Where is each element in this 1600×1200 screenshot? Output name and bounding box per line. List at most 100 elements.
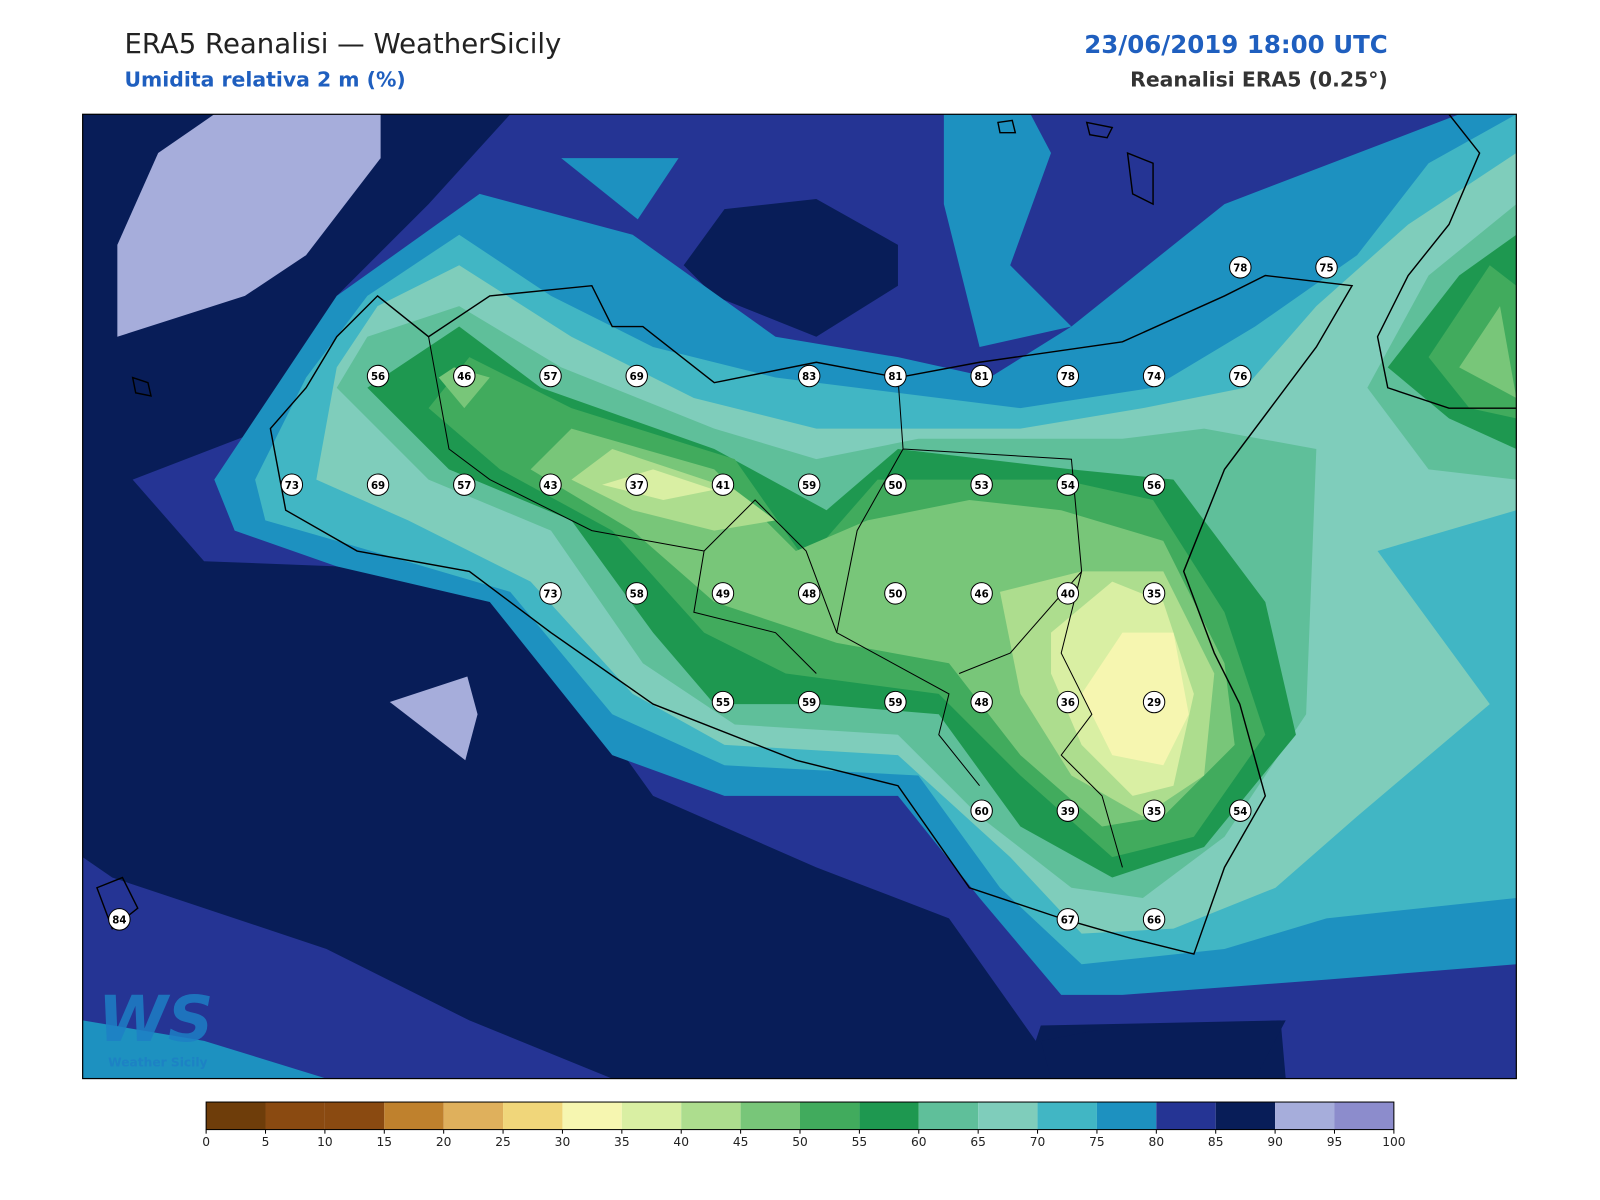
station-value: 75 bbox=[1319, 263, 1333, 274]
station-value: 83 bbox=[802, 372, 816, 383]
colorbar-tick-label: 40 bbox=[673, 1135, 689, 1149]
station-marker bbox=[1056, 473, 1080, 496]
station-value: 67 bbox=[1061, 915, 1075, 926]
station-value: 36 bbox=[1061, 698, 1075, 709]
colorbar-swatch bbox=[859, 1102, 919, 1130]
colorbar-swatch bbox=[1215, 1102, 1276, 1130]
contour-band bbox=[1081, 632, 1189, 766]
colorbar-swatch bbox=[681, 1102, 741, 1130]
station-marker bbox=[453, 364, 476, 388]
calabria-coast bbox=[1376, 114, 1517, 409]
contour-band bbox=[389, 676, 478, 761]
colorbar-swatch bbox=[503, 1102, 563, 1130]
colorbar-tick-label: 60 bbox=[911, 1135, 927, 1149]
colorbar-swatch bbox=[740, 1102, 800, 1130]
station-marker bbox=[1229, 256, 1252, 279]
station-value: 84 bbox=[112, 915, 126, 926]
station-marker bbox=[625, 364, 648, 388]
station-marker bbox=[1056, 582, 1080, 605]
station-marker bbox=[797, 582, 821, 605]
station-marker bbox=[1229, 799, 1252, 822]
station-marker bbox=[625, 473, 648, 496]
station-marker bbox=[1142, 364, 1166, 388]
colorbar-tick-label: 80 bbox=[1149, 1135, 1165, 1149]
colorbar-swatch bbox=[800, 1102, 860, 1130]
station-marker bbox=[970, 690, 993, 714]
station-value: 56 bbox=[371, 372, 385, 383]
logo-name: Weather Sicily bbox=[108, 1055, 207, 1069]
station-value: 55 bbox=[716, 698, 730, 709]
colorbar-tick-label: 30 bbox=[555, 1135, 571, 1149]
station-value: 58 bbox=[630, 589, 644, 600]
station-value: 76 bbox=[1233, 372, 1247, 383]
station-value: 78 bbox=[1233, 263, 1247, 274]
colorbar-swatch bbox=[621, 1102, 682, 1130]
station-value: 41 bbox=[716, 481, 730, 492]
contour-band bbox=[1040, 1020, 1286, 1079]
contour-band bbox=[82, 857, 613, 1079]
station-marker bbox=[711, 473, 735, 496]
station-marker bbox=[970, 582, 993, 605]
station-value: 35 bbox=[1147, 589, 1161, 600]
coastline bbox=[96, 114, 1517, 955]
colorbar-swatch bbox=[978, 1102, 1038, 1130]
colorbar-swatch bbox=[384, 1102, 444, 1130]
colorbar-swatch bbox=[206, 1102, 266, 1130]
interior-borders bbox=[428, 336, 1123, 868]
station-marker bbox=[1056, 799, 1080, 822]
colorbar-swatch bbox=[1156, 1102, 1216, 1130]
station-marker bbox=[1056, 908, 1080, 931]
colorbar-tick-label: 35 bbox=[614, 1135, 630, 1149]
station-marker bbox=[884, 690, 907, 714]
colorbar-tick-label: 65 bbox=[970, 1135, 986, 1149]
station-marker bbox=[970, 364, 993, 388]
station-value: 59 bbox=[802, 481, 816, 492]
station-value: 46 bbox=[975, 589, 989, 600]
colorbar-tick-label: 55 bbox=[852, 1135, 868, 1149]
station-marker bbox=[1142, 473, 1166, 496]
station-value: 78 bbox=[1061, 372, 1075, 383]
colorbar-swatch bbox=[1275, 1102, 1335, 1130]
contour-band bbox=[438, 367, 490, 409]
station-marker bbox=[797, 364, 821, 388]
colorbar-tick-label: 5 bbox=[262, 1135, 270, 1149]
colorbar-tick-label: 25 bbox=[495, 1135, 511, 1149]
station-value: 54 bbox=[1061, 481, 1075, 492]
station-marker bbox=[797, 473, 821, 496]
colorbar-tick-label: 50 bbox=[792, 1135, 808, 1149]
station-value: 37 bbox=[630, 481, 644, 492]
colorbar-swatch bbox=[562, 1102, 622, 1130]
station-value: 43 bbox=[543, 481, 557, 492]
station-marker bbox=[970, 473, 993, 496]
station-value: 59 bbox=[802, 698, 816, 709]
contour-band bbox=[561, 158, 679, 220]
station-value: 56 bbox=[1147, 481, 1161, 492]
station-marker bbox=[1315, 256, 1338, 279]
colorbar: 0 5 10 15 20 25 30 35 40 45 50 55 60 65 70 75 80 85 90 95 10… bbox=[202, 1101, 1406, 1149]
station-value: 46 bbox=[457, 372, 471, 383]
station-marker bbox=[539, 364, 562, 388]
logo-mark: WS bbox=[98, 982, 213, 1056]
station-value: 81 bbox=[975, 372, 989, 383]
contour-band bbox=[683, 198, 898, 337]
station-marker bbox=[625, 582, 648, 605]
station-marker bbox=[280, 473, 304, 496]
station-marker bbox=[366, 364, 390, 388]
station-value: 57 bbox=[457, 481, 471, 492]
station-marker bbox=[797, 690, 821, 714]
station-marker bbox=[711, 582, 735, 605]
title: ERA5 Reanalisi — WeatherSicily bbox=[124, 28, 561, 60]
colorbar-swatch bbox=[324, 1102, 385, 1130]
colorbar-swatch bbox=[443, 1102, 504, 1130]
station-marker bbox=[366, 473, 390, 496]
stations: 78 75 56 46 57 69 83 81 81 78 74 76 73 69 57 43 37 41 59 50… bbox=[108, 256, 1338, 931]
colorbar-swatch bbox=[1037, 1102, 1097, 1130]
map-frame bbox=[82, 113, 1517, 1080]
colorbar-tick-label: 75 bbox=[1089, 1135, 1105, 1149]
colorbar-tick-label: 20 bbox=[436, 1135, 452, 1149]
station-value: 35 bbox=[1147, 807, 1161, 818]
station-value: 69 bbox=[371, 481, 385, 492]
colorbar-swatch bbox=[265, 1102, 325, 1130]
islands bbox=[96, 119, 1154, 930]
station-value: 40 bbox=[1061, 589, 1075, 600]
